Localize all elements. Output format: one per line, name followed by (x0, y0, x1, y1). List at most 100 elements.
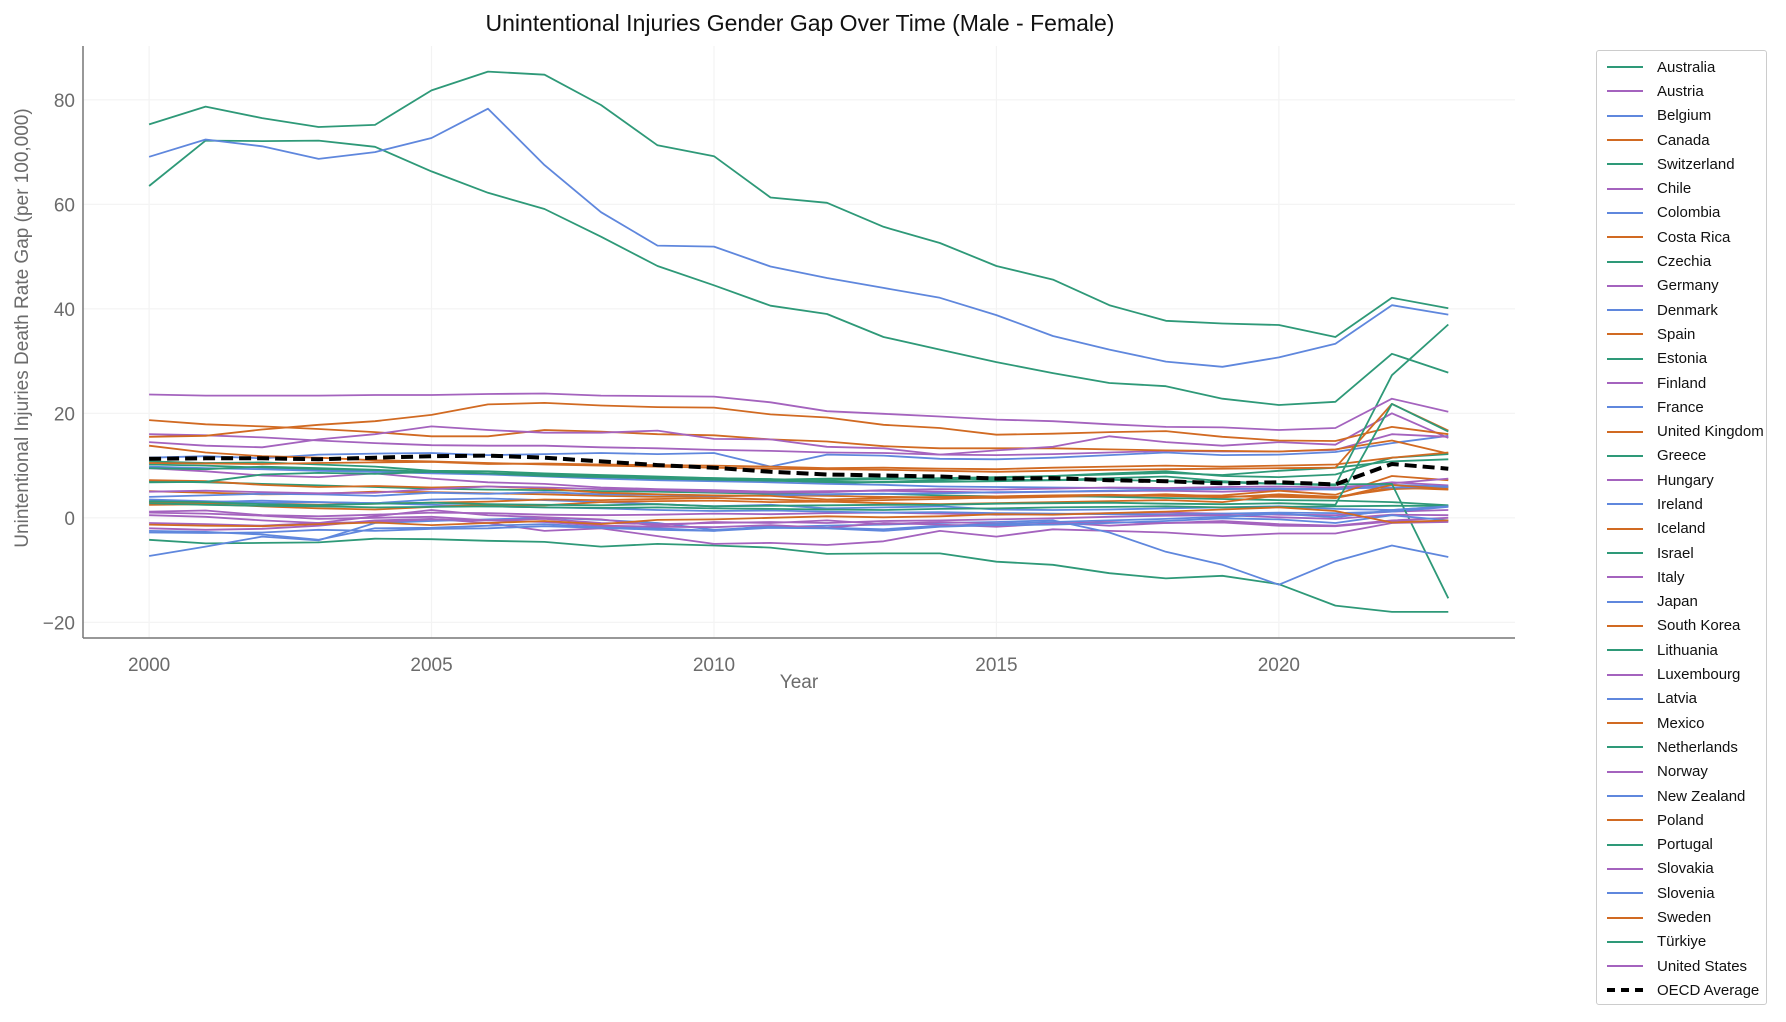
series-line-belgium (149, 434, 1449, 468)
legend-item-new-zealand: New Zealand (1597, 784, 1766, 808)
legend-label: Portugal (1657, 836, 1713, 854)
legend-label: Czechia (1657, 253, 1712, 271)
legend-label: Belgium (1657, 107, 1712, 125)
legend-item-netherlands: Netherlands (1597, 735, 1766, 759)
series-line-lithuania (148, 70, 1449, 338)
legend-item-hungary: Hungary (1597, 468, 1766, 492)
legend-label: Italy (1657, 568, 1685, 586)
legend-label: Switzerland (1657, 155, 1735, 173)
legend-item-belgium: Belgium (1597, 104, 1766, 128)
legend-label: Colombia (1657, 204, 1721, 222)
legend-label: Mexico (1657, 714, 1705, 732)
series-line-finland (149, 412, 1449, 456)
series-line-portugal (149, 403, 1449, 508)
legend-item-australia: Australia (1597, 55, 1766, 79)
chart-title: Unintentional Injuries Gender Gap Over T… (485, 10, 1115, 36)
legend-swatch (1607, 527, 1643, 530)
legend-label: Finland (1657, 374, 1707, 392)
legend-label: Canada (1657, 131, 1710, 149)
legend-item-south-korea: South Korea (1597, 614, 1766, 638)
legend-swatch (1607, 819, 1643, 822)
series-line-latvia (148, 107, 1449, 368)
legend-item-switzerland: Switzerland (1597, 152, 1766, 176)
legend-item-oecd-average: OECD Average (1597, 978, 1766, 1002)
x-axis-label: Year (780, 672, 819, 693)
y-tick-label: 40 (54, 300, 75, 321)
legend-item-united-states: United States (1597, 954, 1766, 978)
series-line-ireland (149, 498, 1449, 516)
legend-label: South Korea (1657, 617, 1741, 635)
legend-swatch (1607, 940, 1643, 943)
legend-label: United Kingdom (1657, 423, 1764, 441)
legend-label: Estonia (1657, 350, 1708, 368)
legend-label: Ireland (1657, 495, 1703, 513)
legend-swatch (1607, 892, 1643, 895)
y-tick-labels: −20 0 20 40 60 80 (43, 91, 75, 635)
legend-swatch (1607, 66, 1643, 69)
legend-item-mexico: Mexico (1597, 711, 1766, 735)
legend-item-slovakia: Slovakia (1597, 857, 1766, 881)
legend-label: Sweden (1657, 909, 1712, 927)
y-tick-label: −20 (43, 613, 75, 634)
legend-label: Spain (1657, 325, 1696, 343)
legend-item-united-kingdom: United Kingdom (1597, 419, 1766, 443)
legend-item-ireland: Ireland (1597, 492, 1766, 516)
legend-item-lithuania: Lithuania (1597, 638, 1766, 662)
series-line-poland (149, 451, 1449, 471)
legend-swatch (1607, 430, 1643, 433)
x-tick-label: 2015 (975, 655, 1017, 676)
y-axis-label: Unintentional Injuries Death Rate Gap (p… (12, 108, 33, 547)
legend-label: United States (1657, 957, 1748, 975)
series-line-oecd-average (149, 453, 1449, 487)
legend-label: New Zealand (1657, 787, 1746, 805)
legend-label: France (1657, 398, 1704, 416)
legend-label: Germany (1657, 277, 1719, 295)
legend-label: OECD Average (1657, 981, 1760, 999)
series-line-netherlands (149, 502, 1449, 511)
legend-item-finland: Finland (1597, 371, 1766, 395)
y-tick-label: 80 (54, 91, 75, 112)
legend-label: Chile (1657, 180, 1692, 198)
legend-swatch (1607, 211, 1643, 214)
series-line-costa-rica (149, 419, 1449, 455)
legend-label: Denmark (1657, 301, 1718, 319)
y-tick-label: 20 (54, 404, 75, 425)
legend-swatch (1607, 236, 1643, 239)
legend-swatch (1607, 673, 1643, 676)
legend-item-austria: Austria (1597, 79, 1766, 103)
legend-label: Costa Rica (1657, 228, 1731, 246)
legend-item-denmark: Denmark (1597, 298, 1766, 322)
legend-item-latvia: Latvia (1597, 687, 1766, 711)
legend-swatch (1607, 90, 1643, 93)
legend-swatch (1607, 916, 1643, 919)
legend-item-iceland: Iceland (1597, 517, 1766, 541)
gridlines (83, 46, 1515, 638)
legend-item-sweden: Sweden (1597, 905, 1766, 929)
legend-swatch (1607, 139, 1643, 142)
legend-swatch (1607, 284, 1643, 287)
legend-swatch (1607, 357, 1643, 360)
legend-item-poland: Poland (1597, 808, 1766, 832)
x-tick-label: 2005 (410, 655, 452, 676)
legend-swatch (1607, 309, 1643, 312)
legend-item-estonia: Estonia (1597, 347, 1766, 371)
legend-item-norway: Norway (1597, 760, 1766, 784)
legend-label: Luxembourg (1657, 666, 1741, 684)
x-tick-labels: 2000 2005 2010 2015 2020 (128, 655, 1300, 676)
legend-label: Greece (1657, 447, 1707, 465)
legend-item-luxembourg: Luxembourg (1597, 662, 1766, 686)
series-line-france (149, 465, 1449, 490)
legend-label: Japan (1657, 593, 1698, 611)
legend-swatch (1607, 600, 1643, 603)
legend-swatch (1607, 722, 1643, 725)
legend-swatch (1607, 552, 1643, 555)
y-tick-label: 60 (54, 195, 75, 216)
legend-swatch (1607, 454, 1643, 457)
series-line-estonia (148, 139, 1449, 406)
legend-item-czechia: Czechia (1597, 249, 1766, 273)
series-line-united-states (149, 392, 1449, 431)
legend-item-israel: Israel (1597, 541, 1766, 565)
legend-item-chile: Chile (1597, 176, 1766, 200)
legend: Australia Austria Belgium Canada Switzerland… (1596, 50, 1767, 1005)
legend-label: Netherlands (1657, 738, 1738, 756)
